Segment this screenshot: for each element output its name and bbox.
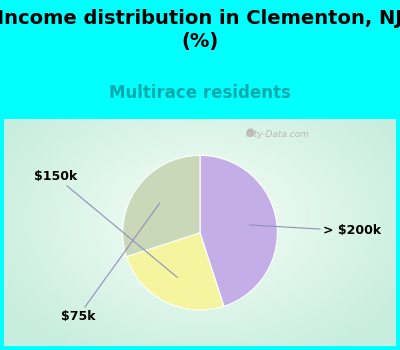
Text: City-Data.com: City-Data.com xyxy=(245,131,309,139)
Wedge shape xyxy=(200,155,277,306)
Text: > $200k: > $200k xyxy=(250,224,381,237)
Wedge shape xyxy=(123,155,200,257)
Text: Multirace residents: Multirace residents xyxy=(109,84,291,102)
Wedge shape xyxy=(126,233,224,310)
Text: Income distribution in Clementon, NJ
(%): Income distribution in Clementon, NJ (%) xyxy=(0,9,400,51)
Text: $75k: $75k xyxy=(61,203,160,323)
Text: $150k: $150k xyxy=(34,170,177,277)
